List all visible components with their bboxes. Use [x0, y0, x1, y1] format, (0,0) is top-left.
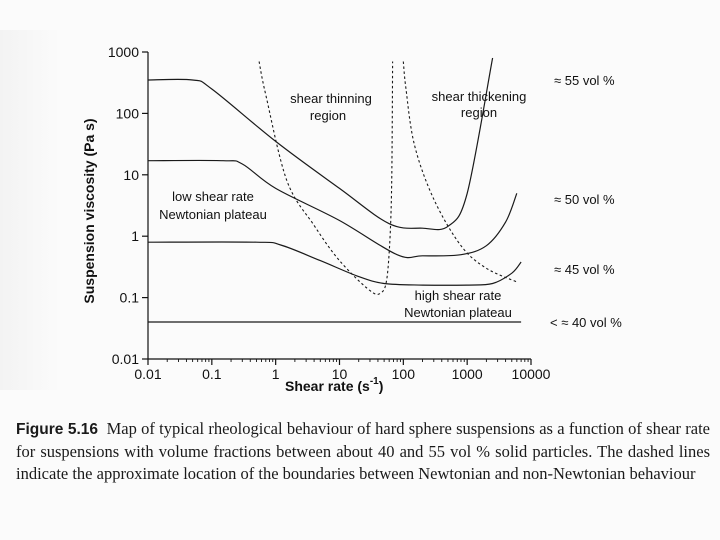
series-label-55: ≈ 55 vol % [554, 73, 615, 88]
y-tick-label: 1 [131, 228, 139, 244]
figure-number: Figure 5.16 [16, 421, 98, 438]
x-tick-label: 0.01 [134, 366, 161, 382]
x-tick-label: 1 [272, 366, 280, 382]
x-axis-title-exponent: -1 [370, 376, 379, 387]
y-tick-label: 0.01 [112, 351, 139, 367]
annotation-newtonian-plateau-high: Newtonian plateau [404, 305, 512, 320]
annotation-high-shear-rate: high shear rate [415, 288, 502, 303]
y-tick-label: 0.1 [120, 290, 140, 306]
annotation-shear-thickening: shear thickening [432, 89, 527, 104]
x-tick-label: 1000 [452, 366, 483, 382]
caption-text: Map of typical rheological behaviour of … [16, 419, 710, 483]
boundary-line-4 [258, 61, 394, 295]
boundary-line-5 [402, 61, 518, 283]
series-label-45: ≈ 45 vol % [554, 262, 615, 277]
plot-area: 0.01 0.1 1 10 100 1000 10000 0.01 0.1 1 10 100 1000 [108, 44, 551, 382]
x-tick-label: 100 [392, 366, 416, 382]
series-line-2 [147, 241, 522, 286]
x-tick-label: 10000 [512, 366, 551, 382]
series-label-40: < ≈ 40 vol % [550, 315, 622, 330]
rheology-chart: 0.01 0.1 1 10 100 1000 100000.010.11101001000 … [81, 44, 622, 394]
series-line-0 [147, 57, 494, 231]
scan-shadow [0, 30, 60, 390]
y-axis-title: Suspension viscosity (Pa s) [81, 118, 97, 303]
x-axis-title-main: Shear rate (s [285, 378, 370, 394]
series-layer [147, 57, 522, 323]
annotation-shear-thinning: shear thinning [290, 91, 372, 106]
y-tick-label: 100 [116, 105, 140, 121]
figure-caption: Figure 5.16 Map of typical rheological b… [16, 418, 710, 485]
series-line-1 [147, 159, 518, 259]
y-tick-label: 10 [123, 167, 139, 183]
x-tick-label: 0.1 [202, 366, 222, 382]
x-axis-title: Shear rate (s-1) [285, 376, 383, 394]
x-tick-label: 10 [332, 366, 348, 382]
axis-ticks: 0.01 0.1 1 10 100 1000 10000 0.01 0.1 1 10 100 1000 [108, 44, 551, 382]
x-axis-title-close: ) [379, 378, 384, 394]
annotation-newtonian-plateau-low: Newtonian plateau [159, 207, 267, 222]
series-label-50: ≈ 50 vol % [554, 192, 615, 207]
annotation-shear-thickening-region: region [461, 105, 497, 120]
annotation-low-shear-rate: low shear rate [172, 189, 254, 204]
annotation-shear-thinning-region: region [310, 108, 346, 123]
y-tick-label: 1000 [108, 44, 139, 60]
